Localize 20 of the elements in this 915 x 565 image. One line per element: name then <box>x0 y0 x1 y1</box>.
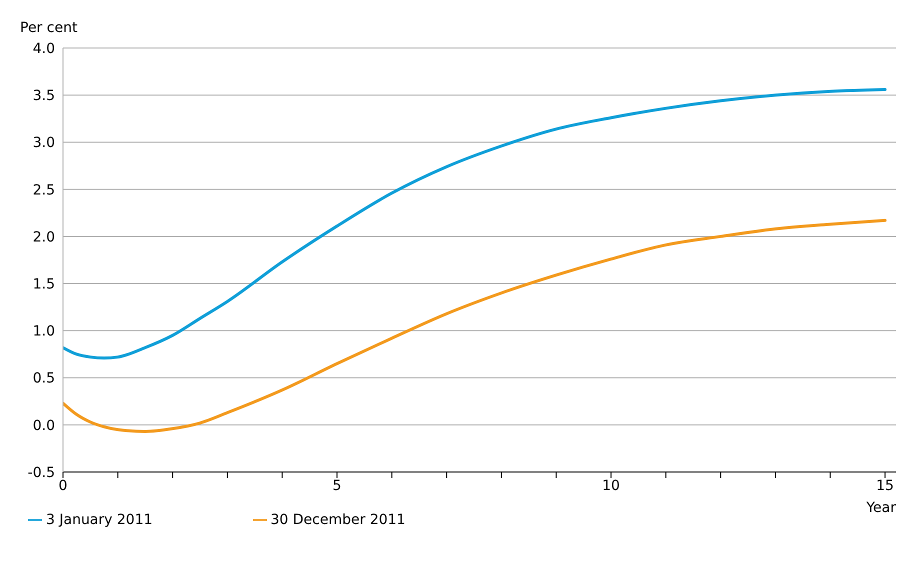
x-tick-label: 15 <box>876 478 894 494</box>
y-tick-label: 1.0 <box>32 324 55 340</box>
line-series <box>63 88 887 360</box>
y-tick-label: 2.0 <box>32 229 55 246</box>
y-tick-label: -0.5 <box>28 464 55 481</box>
y-tick-label: 3.5 <box>32 88 55 104</box>
x-tick-label: 10 <box>602 478 620 494</box>
y-tick-label: 4.0 <box>32 40 55 57</box>
x-tick-label: 0 <box>58 478 68 494</box>
y-tick-label: 3.0 <box>32 135 55 152</box>
line-series <box>63 218 887 433</box>
y-tick-label: 1.5 <box>32 276 55 293</box>
x-axis-title: Year <box>865 500 896 516</box>
y-tick-label: 0.0 <box>32 418 55 434</box>
y-tick-label: 2.5 <box>32 182 55 198</box>
legend-label: 3 January 2011 <box>46 512 153 528</box>
x-tick-label: 5 <box>332 478 342 494</box>
y-tick-label: 0.5 <box>32 370 55 387</box>
legend-label: 30 December 2011 <box>270 512 406 528</box>
y-axis-title: Per cent <box>20 20 78 36</box>
